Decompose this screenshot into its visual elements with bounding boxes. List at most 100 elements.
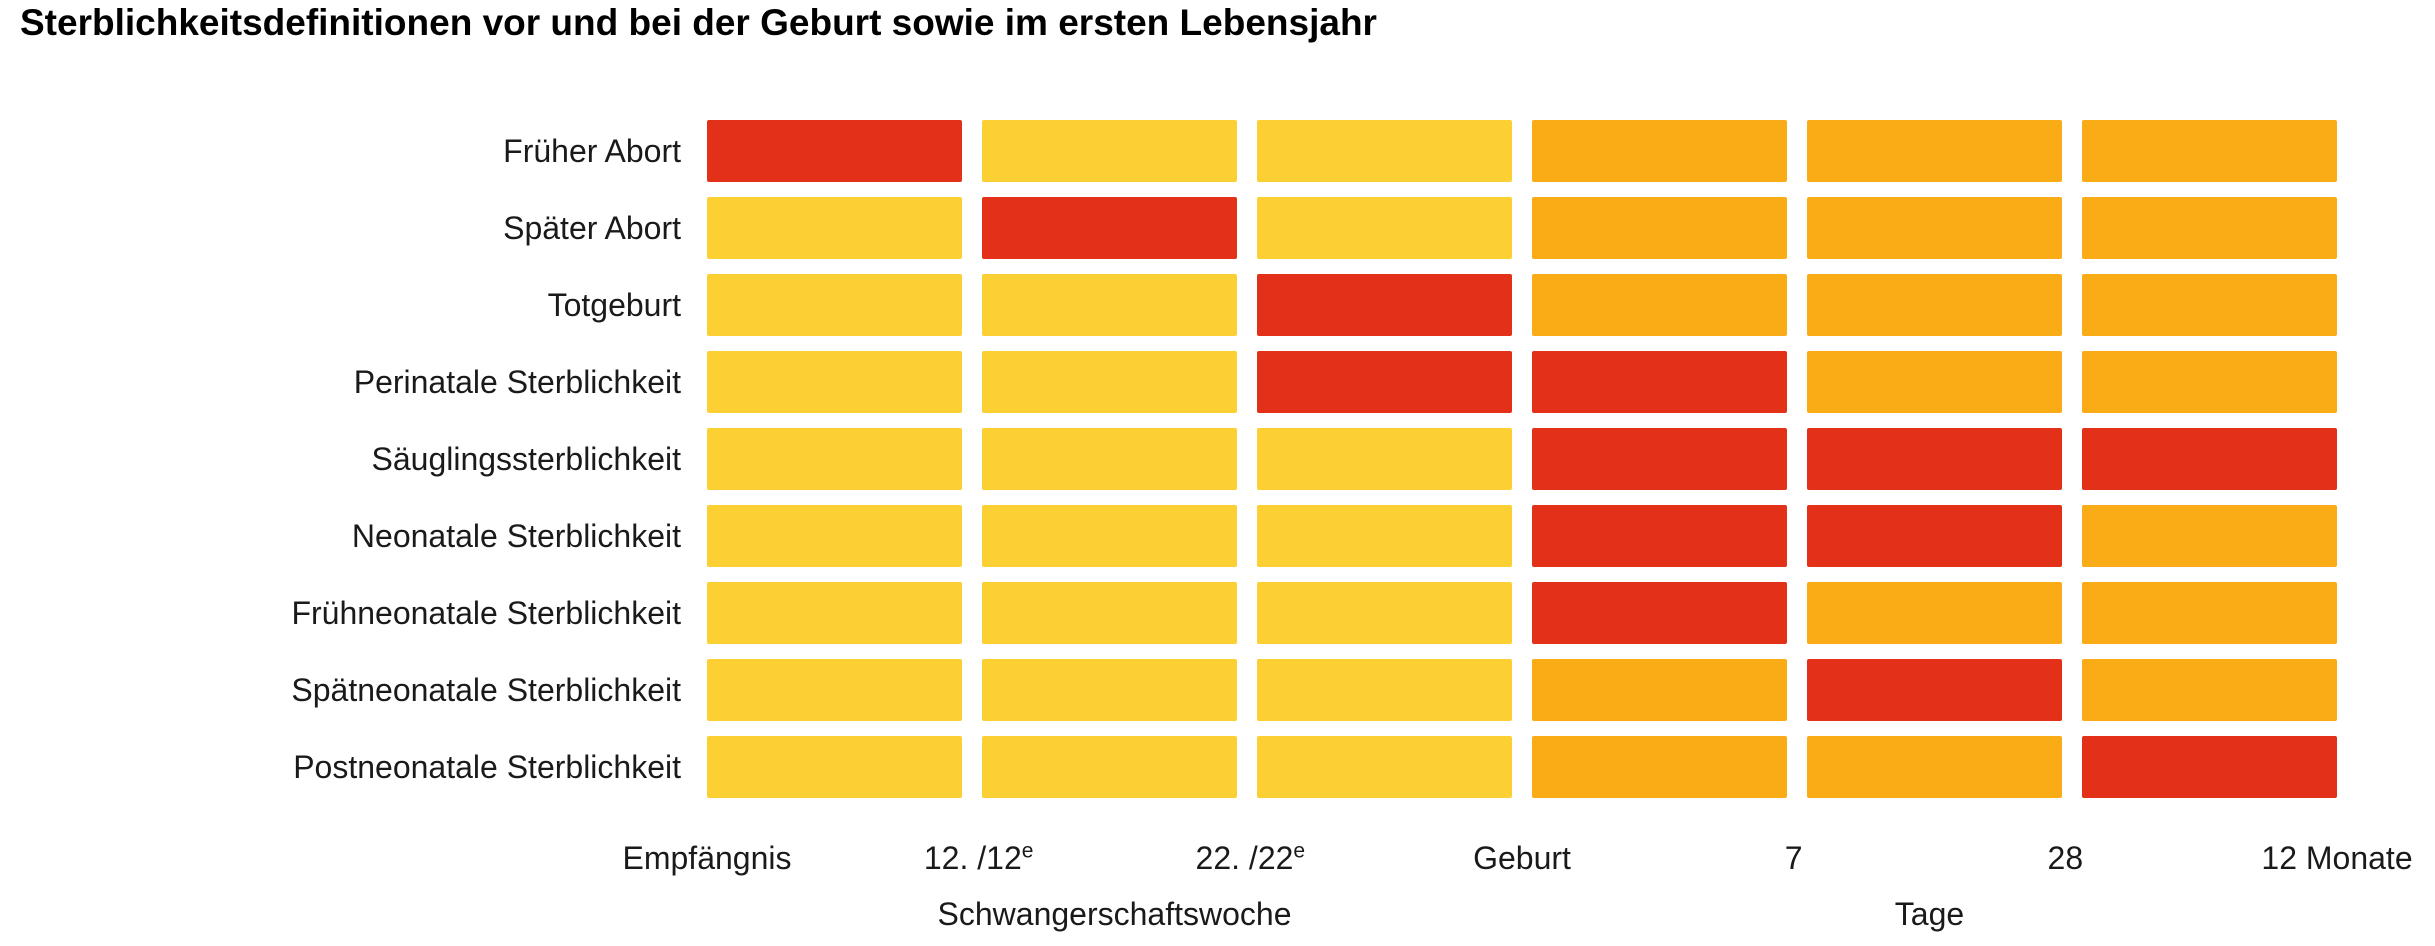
cell-covered — [1257, 351, 1512, 413]
row-label: Säuglingssterblichkeit — [371, 441, 682, 477]
cell-post — [1807, 582, 2062, 644]
table-row: Früher Abort — [0, 120, 2435, 182]
cell-covered — [1532, 351, 1787, 413]
row-cells — [707, 736, 2337, 798]
cell-pre — [982, 120, 1237, 182]
cell-pre — [982, 428, 1237, 490]
cell-pre — [707, 351, 962, 413]
x-axis-label-superscript: e — [1021, 839, 1034, 863]
cell-pre — [707, 659, 962, 721]
cell-pre — [707, 505, 962, 567]
x-axis-label: 12. /12e — [924, 840, 1034, 877]
cell-pre — [982, 274, 1237, 336]
row-cells — [707, 428, 2337, 490]
cell-pre — [707, 197, 962, 259]
cell-pre — [707, 428, 962, 490]
cell-covered — [1807, 505, 2062, 567]
x-axis-label-text: 12. /12 — [923, 840, 1022, 876]
cell-covered — [1257, 274, 1512, 336]
row-label: Postneonatale Sterblichkeit — [293, 749, 681, 785]
cell-post — [2082, 197, 2337, 259]
x-axis-label-text: 22. /22 — [1195, 840, 1294, 876]
chart-title: Sterblichkeitsdefinitionen vor und bei d… — [20, 2, 1377, 43]
cell-post — [1807, 274, 2062, 336]
x-axis-label-text: 12 Monate — [2261, 840, 2413, 876]
x-axis-label: 22. /22e — [1196, 840, 1306, 877]
row-label: Später Abort — [503, 210, 681, 246]
cell-pre — [1257, 736, 1512, 798]
table-row: Postneonatale Sterblichkeit — [0, 736, 2435, 798]
heatmap-rows: Früher Abort Später Abort Totgeburt Perinat… — [0, 120, 2435, 798]
table-row: Spätneonatale Sterblichkeit — [0, 659, 2435, 721]
cell-post — [1532, 197, 1787, 259]
cell-pre — [707, 736, 962, 798]
cell-post — [1807, 736, 2062, 798]
cell-post — [1532, 736, 1787, 798]
cell-covered — [1532, 428, 1787, 490]
cell-post — [2082, 120, 2337, 182]
x-axis-unit-label: Schwangerschaftswoche — [937, 896, 1292, 932]
table-row: Frühneonatale Sterblichkeit — [0, 582, 2435, 644]
cell-pre — [982, 505, 1237, 567]
x-axis-unit-labels: Schwangerschaftswoche Tage — [707, 896, 2337, 936]
cell-post — [2082, 274, 2337, 336]
x-axis-boundary-labels: Empfängnis 12. /12e 22. /22e Geburt 7 28 12 Mo… — [623, 840, 2413, 880]
row-cells — [707, 505, 2337, 567]
cell-post — [1532, 659, 1787, 721]
table-row: Säuglingssterblichkeit — [0, 428, 2435, 490]
x-axis-unit-label: Tage — [1894, 896, 1965, 932]
cell-pre — [982, 736, 1237, 798]
table-row: Neonatale Sterblichkeit — [0, 505, 2435, 567]
cell-covered — [1532, 505, 1787, 567]
cell-pre — [982, 582, 1237, 644]
x-axis-label: 7 — [1785, 840, 1803, 877]
cell-pre — [1257, 582, 1512, 644]
cell-covered — [982, 197, 1237, 259]
row-label: Spätneonatale Sterblichkeit — [291, 672, 681, 708]
x-axis-label-text: 7 — [1784, 840, 1803, 876]
cell-post — [1532, 120, 1787, 182]
cell-pre — [1257, 428, 1512, 490]
x-axis-label-text: 28 — [2047, 840, 2084, 876]
cell-covered — [2082, 736, 2337, 798]
cell-pre — [1257, 120, 1512, 182]
cell-post — [1807, 197, 2062, 259]
cell-pre — [982, 351, 1237, 413]
cell-pre — [707, 582, 962, 644]
row-label: Totgeburt — [547, 287, 681, 323]
cell-post — [1532, 274, 1787, 336]
row-label: Frühneonatale Sterblichkeit — [291, 595, 681, 631]
row-cells — [707, 659, 2337, 721]
cell-pre — [1257, 659, 1512, 721]
row-cells — [707, 582, 2337, 644]
cell-covered — [707, 120, 962, 182]
cell-post — [1807, 120, 2062, 182]
cell-covered — [2082, 428, 2337, 490]
x-axis-label: Empfängnis — [623, 840, 792, 877]
table-row: Perinatale Sterblichkeit — [0, 351, 2435, 413]
cell-post — [2082, 659, 2337, 721]
cell-post — [1807, 351, 2062, 413]
table-row: Totgeburt — [0, 274, 2435, 336]
table-row: Später Abort — [0, 197, 2435, 259]
cell-post — [2082, 505, 2337, 567]
cell-post — [2082, 351, 2337, 413]
cell-post — [2082, 582, 2337, 644]
row-label: Neonatale Sterblichkeit — [351, 518, 681, 554]
row-label: Perinatale Sterblichkeit — [353, 364, 681, 400]
cell-pre — [707, 274, 962, 336]
x-axis-label: Geburt — [1473, 840, 1571, 877]
cell-covered — [1807, 659, 2062, 721]
row-cells — [707, 120, 2337, 182]
cell-covered — [1532, 582, 1787, 644]
row-cells — [707, 351, 2337, 413]
cell-pre — [982, 659, 1237, 721]
x-axis-label-text: Geburt — [1473, 840, 1571, 876]
x-axis-label-superscript: e — [1293, 839, 1306, 863]
x-axis-label-text: Empfängnis — [622, 840, 792, 876]
cell-covered — [1807, 428, 2062, 490]
x-axis-label: 28 — [2048, 840, 2084, 877]
cell-pre — [1257, 505, 1512, 567]
x-axis-label: 12 Monate — [2261, 840, 2412, 877]
